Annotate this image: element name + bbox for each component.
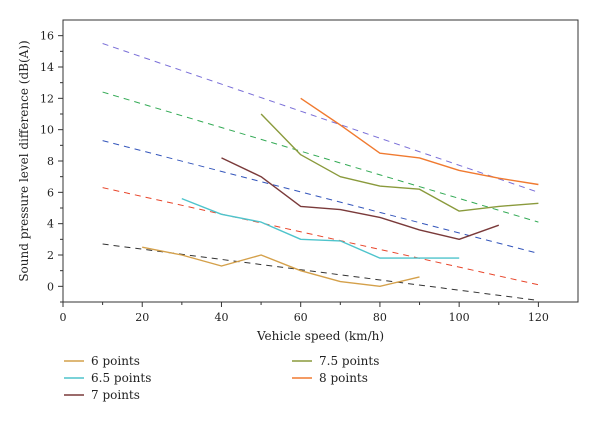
trend-line-5 xyxy=(102,43,539,193)
data-series xyxy=(142,97,539,287)
y-tick-label: 2 xyxy=(47,249,54,262)
y-tick-label: 4 xyxy=(47,218,54,231)
y-tick-label: 8 xyxy=(47,155,54,168)
y-tick-label: 10 xyxy=(40,124,54,137)
legend-label: 6.5 points xyxy=(91,371,151,385)
y-axis-title: Sound pressure level difference (dB(A)) xyxy=(17,40,31,281)
x-tick-label: 40 xyxy=(214,311,228,324)
series-line-2 xyxy=(181,197,460,259)
trend-line-4 xyxy=(102,91,539,223)
legend-label: 8 points xyxy=(319,371,368,385)
x-tick-label: 100 xyxy=(449,311,470,324)
x-tick-label: 20 xyxy=(135,311,149,324)
y-tick-label: 6 xyxy=(47,186,54,199)
plot-frame xyxy=(62,19,579,303)
legend-label: 7 points xyxy=(91,388,140,402)
x-tick-label: 120 xyxy=(528,311,549,324)
y-tick-label: 16 xyxy=(40,30,54,43)
y-tick-label: 0 xyxy=(47,280,54,293)
legend-label: 6 points xyxy=(91,354,140,368)
series-line-5 xyxy=(300,97,539,186)
legend-label: 7.5 points xyxy=(319,354,379,368)
x-tick-label: 80 xyxy=(373,311,387,324)
trend-lines xyxy=(102,43,539,301)
series-line-3 xyxy=(221,157,500,241)
legend: 6 points 6.5 points 7 points 7.5 points 8 po… xyxy=(64,354,379,402)
trend-line-3 xyxy=(102,140,539,254)
series-line-4 xyxy=(260,113,539,212)
trend-line-2 xyxy=(102,187,539,286)
series-line-1 xyxy=(142,246,420,287)
y-tick-label: 12 xyxy=(40,92,54,105)
trend-line-1 xyxy=(102,243,539,301)
x-tick-label: 0 xyxy=(60,311,67,324)
x-axis-title: Vehicle speed (km/h) xyxy=(256,329,384,343)
axis-ticks: 0 20 40 60 80 100 120 0 2 4 6 8 10 12 14 16 xyxy=(40,30,549,324)
x-tick-label: 60 xyxy=(294,311,308,324)
y-tick-label: 14 xyxy=(40,61,54,74)
